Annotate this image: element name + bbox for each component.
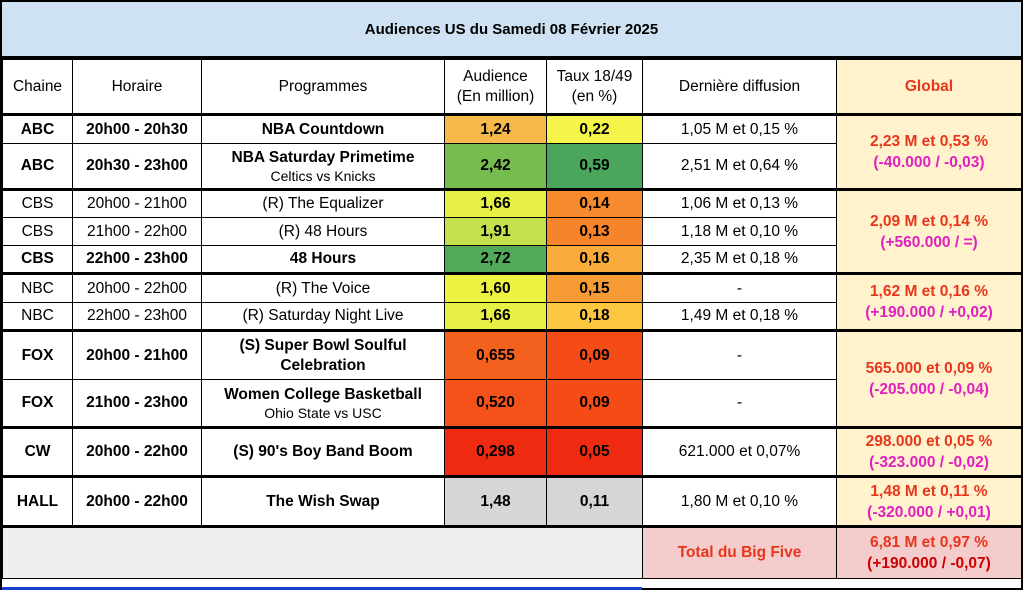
cell-horaire: 21h00 - 22h00 [72,217,202,246]
cell-taux: 0,22 [546,114,643,144]
cell-horaire: 21h00 - 23h00 [72,379,202,429]
header-taux: Taux 18/49 (en %) [546,59,643,116]
cell-horaire: 20h00 - 22h00 [72,273,202,303]
cell-chaine: FOX [2,379,73,429]
cell-programme: (S) Super Bowl Soulful Celebration [201,330,445,380]
cell-programme: (R) The Equalizer [201,189,445,218]
header-chaine: Chaine [2,59,73,116]
cell-chaine: ABC [2,114,73,144]
cell-audience: 1,24 [444,114,547,144]
cell-global: 2,23 M et 0,53 % (-40.000 / -0,03) [836,114,1022,191]
cell-chaine: ABC [2,143,73,191]
cell-horaire: 22h00 - 23h00 [72,302,202,332]
cell-horaire: 22h00 - 23h00 [72,245,202,275]
cell-taux: 0,09 [546,379,643,429]
cell-horaire: 20h00 - 21h00 [72,330,202,380]
cell-audience: 1,91 [444,217,547,246]
cell-chaine: NBC [2,302,73,332]
cell-chaine: FOX [2,330,73,380]
cell-taux: 0,59 [546,143,643,191]
cell-audience: 1,66 [444,302,547,332]
cell-derniere: 1,80 M et 0,10 % [642,476,837,528]
header-derniere: Dernière diffusion [642,59,837,116]
table-row: FOX 21h00 - 23h00 Women College Basketba… [2,379,1022,429]
cell-derniere: 1,05 M et 0,15 % [642,114,837,144]
header-audience: Audience (En million) [444,59,547,116]
cell-chaine: CBS [2,189,73,218]
cell-derniere: - [642,330,837,380]
cell-global: 1,62 M et 0,16 % (+190.000 / +0,02) [836,273,1022,332]
cell-programme: (R) 48 Hours [201,217,445,246]
cell-taux: 0,13 [546,217,643,246]
table-row: CW 20h00 - 22h00 (S) 90's Boy Band Boom … [2,427,1022,478]
cell-programme: Women College Basketball Ohio State vs U… [201,379,445,429]
cell-derniere: - [642,273,837,303]
cell-chaine: NBC [2,273,73,303]
cell-programme: The Wish Swap [201,476,445,528]
cell-audience: 1,48 [444,476,547,528]
cell-audience: 2,42 [444,143,547,191]
header-programmes: Programmes [201,59,445,116]
cell-global: 298.000 et 0,05 % (-323.000 / -0,02) [836,427,1022,478]
table-row: CBS 22h00 - 23h00 48 Hours 2,72 0,16 2,3… [2,245,1022,275]
cell-audience: 0,520 [444,379,547,429]
total-row: Total du Big Five 6,81 M et 0,97 % (+190… [2,526,1022,579]
audience-table: Chaine Horaire Programmes Audience (En m… [2,59,1022,579]
total-label: Total du Big Five [642,526,837,579]
cell-audience: 1,66 [444,189,547,218]
table-row: HALL 20h00 - 22h00 The Wish Swap 1,48 0,… [2,476,1022,528]
cell-chaine: CBS [2,245,73,275]
cell-derniere: - [642,379,837,429]
cell-programme: NBA Countdown [201,114,445,144]
cell-chaine: HALL [2,476,73,528]
cell-taux: 0,18 [546,302,643,332]
cell-taux: 0,05 [546,427,643,478]
table-row: ABC 20h30 - 23h00 NBA Saturday Primetime… [2,143,1022,191]
cell-horaire: 20h00 - 20h30 [72,114,202,144]
cell-global: 2,09 M et 0,14 % (+560.000 / =) [836,189,1022,275]
cell-chaine: CBS [2,217,73,246]
total-value: 6,81 M et 0,97 % (+190.000 / -0,07) [836,526,1022,579]
cell-global: 1,48 M et 0,11 % (-320.000 / +0,01) [836,476,1022,528]
total-empty-cell [2,526,643,579]
cell-taux: 0,11 [546,476,643,528]
cell-derniere: 1,18 M et 0,10 % [642,217,837,246]
cell-programme: (S) 90's Boy Band Boom [201,427,445,478]
header-horaire: Horaire [72,59,202,116]
cell-audience: 2,72 [444,245,547,275]
table-row: NBC 22h00 - 23h00 (R) Saturday Night Liv… [2,302,1022,332]
cell-audience: 0,655 [444,330,547,380]
header-global: Global [836,59,1022,116]
cell-horaire: 20h00 - 22h00 [72,427,202,478]
cell-audience: 0,298 [444,427,547,478]
cell-programme: (R) Saturday Night Live [201,302,445,332]
cell-taux: 0,09 [546,330,643,380]
table-title: Audiences US du Samedi 08 Février 2025 [2,2,1021,59]
cell-horaire: 20h00 - 21h00 [72,189,202,218]
table-row: CBS 20h00 - 21h00 (R) The Equalizer 1,66… [2,189,1022,275]
cell-chaine: CW [2,427,73,478]
table-row: NBC 20h00 - 22h00 (R) The Voice 1,60 0,1… [2,273,1022,332]
cell-taux: 0,15 [546,273,643,303]
cell-programme: NBA Saturday Primetime Celtics vs Knicks [201,143,445,191]
cell-taux: 0,14 [546,189,643,218]
cell-derniere: 1,06 M et 0,13 % [642,189,837,218]
table-row: ABC 20h00 - 20h30 NBA Countdown 1,24 0,2… [2,114,1022,191]
cell-programme: (R) The Voice [201,273,445,303]
bottom-accent-line [2,587,642,590]
header-row: Chaine Horaire Programmes Audience (En m… [2,59,1022,116]
cell-taux: 0,16 [546,245,643,275]
cell-derniere: 2,35 M et 0,18 % [642,245,837,275]
cell-derniere: 1,49 M et 0,18 % [642,302,837,332]
cell-global: 565.000 et 0,09 % (-205.000 / -0,04) [836,330,1022,429]
table-row: FOX 20h00 - 21h00 (S) Super Bowl Soulful… [2,330,1022,429]
cell-derniere: 2,51 M et 0,64 % [642,143,837,191]
cell-programme: 48 Hours [201,245,445,275]
cell-horaire: 20h30 - 23h00 [72,143,202,191]
cell-audience: 1,60 [444,273,547,303]
cell-derniere: 621.000 et 0,07% [642,427,837,478]
cell-horaire: 20h00 - 22h00 [72,476,202,528]
